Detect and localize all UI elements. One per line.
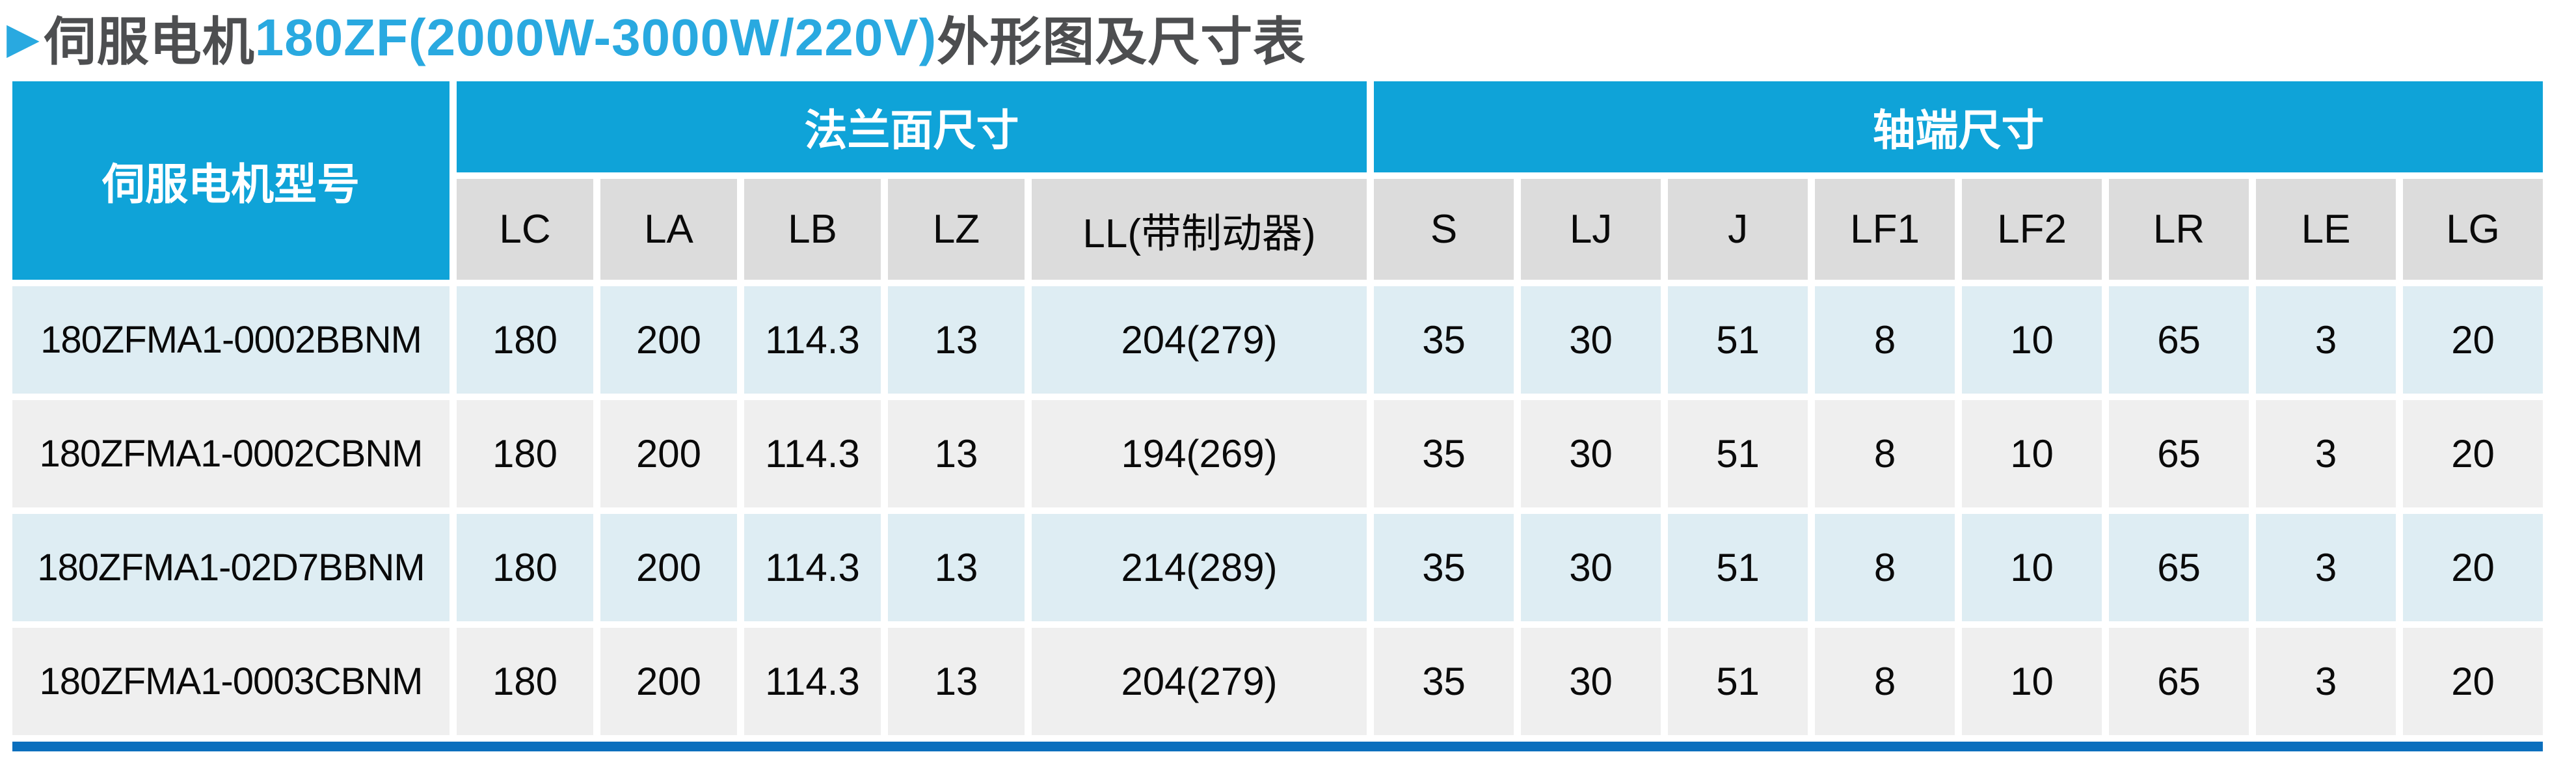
value-cell: 8 <box>1815 628 1955 735</box>
model-cell: 180ZFMA1-0003CBNM <box>12 628 449 735</box>
title-text-dark-1: 伺服电机 <box>44 12 255 71</box>
value-cell: 204(279) <box>1032 286 1367 394</box>
value-cell: 180 <box>457 628 593 735</box>
value-cell: 35 <box>1374 400 1514 507</box>
value-cell: 200 <box>600 628 737 735</box>
value-cell: 8 <box>1815 286 1955 394</box>
value-cell: 30 <box>1521 628 1661 735</box>
value-cell: 10 <box>1962 628 2102 735</box>
column-header-model: 伺服电机型号 <box>12 81 449 280</box>
value-cell: 51 <box>1668 514 1808 621</box>
table-row: 180ZFMA1-02D7BBNM 180 200 114.3 13 214(2… <box>12 514 2543 621</box>
value-cell: 65 <box>2109 628 2249 735</box>
value-cell: 180 <box>457 286 593 394</box>
value-cell: 30 <box>1521 400 1661 507</box>
value-cell: 35 <box>1374 286 1514 394</box>
table-row: 180ZFMA1-0002CBNM 180 200 114.3 13 194(2… <box>12 400 2543 507</box>
value-cell: 194(269) <box>1032 400 1367 507</box>
column-header-le: LE <box>2256 179 2396 280</box>
column-header-lf2: LF2 <box>1962 179 2102 280</box>
column-header-lg: LG <box>2403 179 2543 280</box>
model-cell: 180ZFMA1-02D7BBNM <box>12 514 449 621</box>
column-header-ll: LL(带制动器) <box>1032 179 1367 280</box>
column-header-j: J <box>1668 179 1808 280</box>
column-header-lb: LB <box>744 179 881 280</box>
model-cell: 180ZFMA1-0002BBNM <box>12 286 449 394</box>
value-cell: 20 <box>2403 628 2543 735</box>
value-cell: 13 <box>888 400 1025 507</box>
value-cell: 3 <box>2256 514 2396 621</box>
value-cell: 13 <box>888 514 1025 621</box>
value-cell: 10 <box>1962 286 2102 394</box>
value-cell: 114.3 <box>744 628 881 735</box>
value-cell: 200 <box>600 400 737 507</box>
value-cell: 204(279) <box>1032 628 1367 735</box>
value-cell: 8 <box>1815 514 1955 621</box>
value-cell: 200 <box>600 286 737 394</box>
group-header-flange: 法兰面尺寸 <box>457 81 1367 172</box>
value-cell: 3 <box>2256 400 2396 507</box>
value-cell: 30 <box>1521 286 1661 394</box>
value-cell: 65 <box>2109 400 2249 507</box>
group-header-row: 伺服电机型号 法兰面尺寸 轴端尺寸 <box>12 81 2543 280</box>
title-arrow-icon: ▶ <box>7 13 40 62</box>
value-cell: 35 <box>1374 628 1514 735</box>
value-cell: 30 <box>1521 514 1661 621</box>
group-header-shaft: 轴端尺寸 <box>1374 81 2543 172</box>
value-cell: 8 <box>1815 400 1955 507</box>
value-cell: 20 <box>2403 286 2543 394</box>
page-title: ▶ 伺服电机 180ZF(2000W-3000W/220V) 外形图及尺寸表 <box>7 0 2576 75</box>
value-cell: 13 <box>888 286 1025 394</box>
value-cell: 13 <box>888 628 1025 735</box>
column-header-lj: LJ <box>1521 179 1661 280</box>
value-cell: 3 <box>2256 628 2396 735</box>
value-cell: 214(289) <box>1032 514 1367 621</box>
dimension-table: 伺服电机型号 法兰面尺寸 轴端尺寸 LC LA LB LZ LL(带制动器) S… <box>5 75 2550 742</box>
table-row: 180ZFMA1-0003CBNM 180 200 114.3 13 204(2… <box>12 628 2543 735</box>
title-text-highlight: 180ZF(2000W-3000W/220V) <box>254 8 937 66</box>
value-cell: 51 <box>1668 286 1808 394</box>
bottom-accent-bar <box>12 742 2543 751</box>
value-cell: 51 <box>1668 628 1808 735</box>
value-cell: 35 <box>1374 514 1514 621</box>
value-cell: 114.3 <box>744 400 881 507</box>
title-text-dark-2: 外形图及尺寸表 <box>937 12 1306 71</box>
value-cell: 114.3 <box>744 514 881 621</box>
sub-header-row: LC LA LB LZ LL(带制动器) S LJ J LF1 LF2 LR L… <box>12 179 2543 280</box>
value-cell: 10 <box>1962 400 2102 507</box>
value-cell: 180 <box>457 514 593 621</box>
value-cell: 20 <box>2403 514 2543 621</box>
column-header-lr: LR <box>2109 179 2249 280</box>
value-cell: 51 <box>1668 400 1808 507</box>
value-cell: 65 <box>2109 514 2249 621</box>
column-header-lz: LZ <box>888 179 1025 280</box>
value-cell: 20 <box>2403 400 2543 507</box>
value-cell: 180 <box>457 400 593 507</box>
value-cell: 10 <box>1962 514 2102 621</box>
value-cell: 65 <box>2109 286 2249 394</box>
column-header-la: LA <box>600 179 737 280</box>
column-header-lf1: LF1 <box>1815 179 1955 280</box>
column-header-lc: LC <box>457 179 593 280</box>
value-cell: 200 <box>600 514 737 621</box>
value-cell: 114.3 <box>744 286 881 394</box>
value-cell: 3 <box>2256 286 2396 394</box>
model-cell: 180ZFMA1-0002CBNM <box>12 400 449 507</box>
column-header-s: S <box>1374 179 1514 280</box>
table-row: 180ZFMA1-0002BBNM 180 200 114.3 13 204(2… <box>12 286 2543 394</box>
